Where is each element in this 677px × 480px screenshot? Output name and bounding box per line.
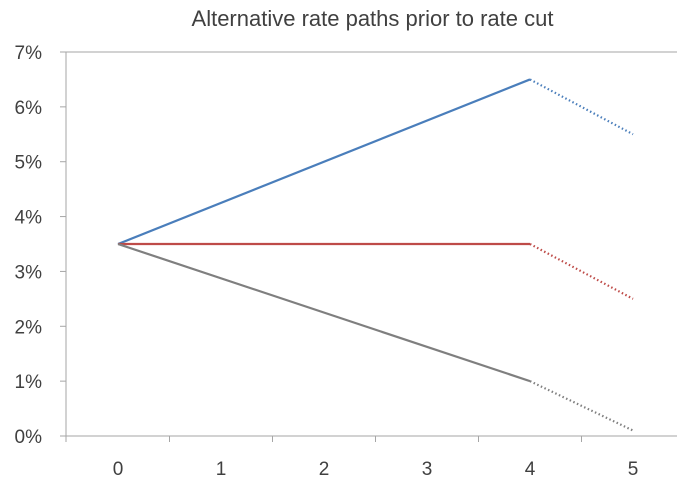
y-tick-label: 5% (15, 153, 43, 174)
series-1-dotted-line (529, 243, 634, 300)
x-tick-label: 5 (628, 459, 639, 480)
y-tick-label: 2% (15, 317, 43, 338)
y-tick-label: 7% (15, 43, 43, 64)
x-tick-label: 0 (113, 459, 124, 480)
chart-title: Alternative rate paths prior to rate cut (191, 6, 554, 31)
y-tick-label: 3% (15, 262, 43, 283)
x-tick-label: 3 (422, 459, 433, 480)
y-tick-label: 0% (15, 427, 43, 448)
y-tick-label: 6% (15, 98, 43, 119)
x-tick-label: 2 (319, 459, 330, 480)
series-0-solid-line (117, 78, 531, 246)
x-tick-label: 1 (216, 459, 227, 480)
y-tick-label: 1% (15, 372, 43, 393)
series-0-dotted-line (529, 78, 634, 136)
x-tick-label: 4 (525, 459, 536, 480)
y-tick-label: 4% (15, 208, 43, 229)
series-2-solid-line (117, 242, 531, 383)
series-2-dotted-line (529, 380, 634, 432)
